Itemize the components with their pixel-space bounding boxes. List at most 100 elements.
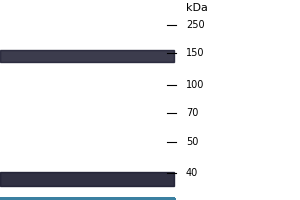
Bar [0, 198, 174, 199]
Bar [0, 199, 174, 200]
Bar [0, 199, 174, 200]
Bar [0, 198, 174, 199]
Bar [0, 199, 174, 200]
Bar [0, 199, 174, 200]
Bar [0, 199, 174, 200]
Bar [0, 199, 174, 200]
Bar [0, 199, 174, 200]
Bar [0, 199, 174, 200]
Bar [0, 199, 174, 200]
Bar [0, 198, 174, 199]
Bar [0, 198, 174, 199]
Bar [0, 199, 174, 200]
Bar [0, 198, 174, 199]
Bar [0, 198, 174, 199]
Bar [0, 198, 174, 199]
Bar [0, 198, 174, 199]
Bar [0, 199, 174, 200]
Bar [0, 199, 174, 200]
Bar [0, 198, 174, 199]
Bar [0, 199, 174, 200]
Bar [0, 198, 174, 199]
Bar [0, 199, 174, 200]
Bar [0, 198, 174, 199]
Bar [0, 199, 174, 200]
Bar [0, 198, 174, 199]
Bar [0, 199, 174, 200]
Bar [0, 198, 174, 199]
Bar [0, 199, 174, 200]
Bar [0, 198, 174, 199]
Bar [0, 198, 174, 199]
Bar [0, 198, 174, 199]
Bar [0, 198, 174, 199]
Bar [0, 199, 174, 200]
Bar [0, 198, 174, 199]
Bar [0, 199, 174, 200]
Bar [0, 199, 174, 200]
Bar [0, 198, 174, 199]
Bar [0, 198, 174, 199]
Bar [0, 199, 174, 200]
Bar [0, 199, 174, 200]
Bar [0, 198, 174, 199]
Bar [0, 199, 174, 200]
Bar [0, 199, 174, 200]
Bar [0, 198, 174, 199]
Bar [0, 199, 174, 200]
Bar [0, 198, 174, 199]
Bar [0, 198, 174, 199]
Bar [0, 198, 174, 199]
Bar [0, 199, 174, 200]
Bar [0, 199, 174, 200]
Bar [0, 199, 174, 200]
Text: 70: 70 [186, 108, 198, 118]
Bar [0, 198, 174, 199]
Bar [0, 199, 174, 200]
Bar [0, 198, 174, 199]
Bar [0, 199, 174, 200]
Bar [0, 198, 174, 199]
Bar [0, 199, 174, 200]
Bar [0, 198, 174, 199]
Bar [0, 198, 174, 199]
Bar [0, 199, 174, 200]
Bar [0, 198, 174, 199]
Bar [0, 198, 174, 199]
Bar [0, 199, 174, 200]
Bar [0, 199, 174, 200]
Text: 150: 150 [186, 48, 205, 58]
Bar [0, 198, 174, 199]
Bar [0, 199, 174, 200]
Bar [0, 199, 174, 200]
Bar [0, 198, 174, 199]
Bar [0, 199, 174, 200]
Bar [0, 198, 174, 199]
Text: 100: 100 [186, 80, 204, 90]
Bar [0, 198, 174, 199]
Bar [0, 199, 174, 200]
Bar [0, 199, 174, 200]
Bar [0, 198, 174, 199]
Bar [0, 50, 174, 62]
Bar [0, 199, 174, 200]
Bar [0, 198, 174, 199]
Bar [0, 199, 174, 200]
Text: 40: 40 [186, 168, 198, 178]
Bar [0, 198, 174, 199]
Bar [0, 199, 174, 200]
Bar [0, 198, 174, 199]
Bar [0, 198, 174, 199]
Bar [0, 198, 174, 199]
Bar [0, 199, 174, 200]
Bar [0, 199, 174, 200]
Bar [0, 198, 174, 199]
Bar [0, 198, 174, 199]
Bar [0, 199, 174, 200]
Bar [0, 199, 174, 200]
Bar [0, 199, 174, 200]
Bar [0, 199, 174, 200]
Bar [0, 199, 174, 200]
Bar [0, 199, 174, 200]
Bar [0, 198, 174, 199]
